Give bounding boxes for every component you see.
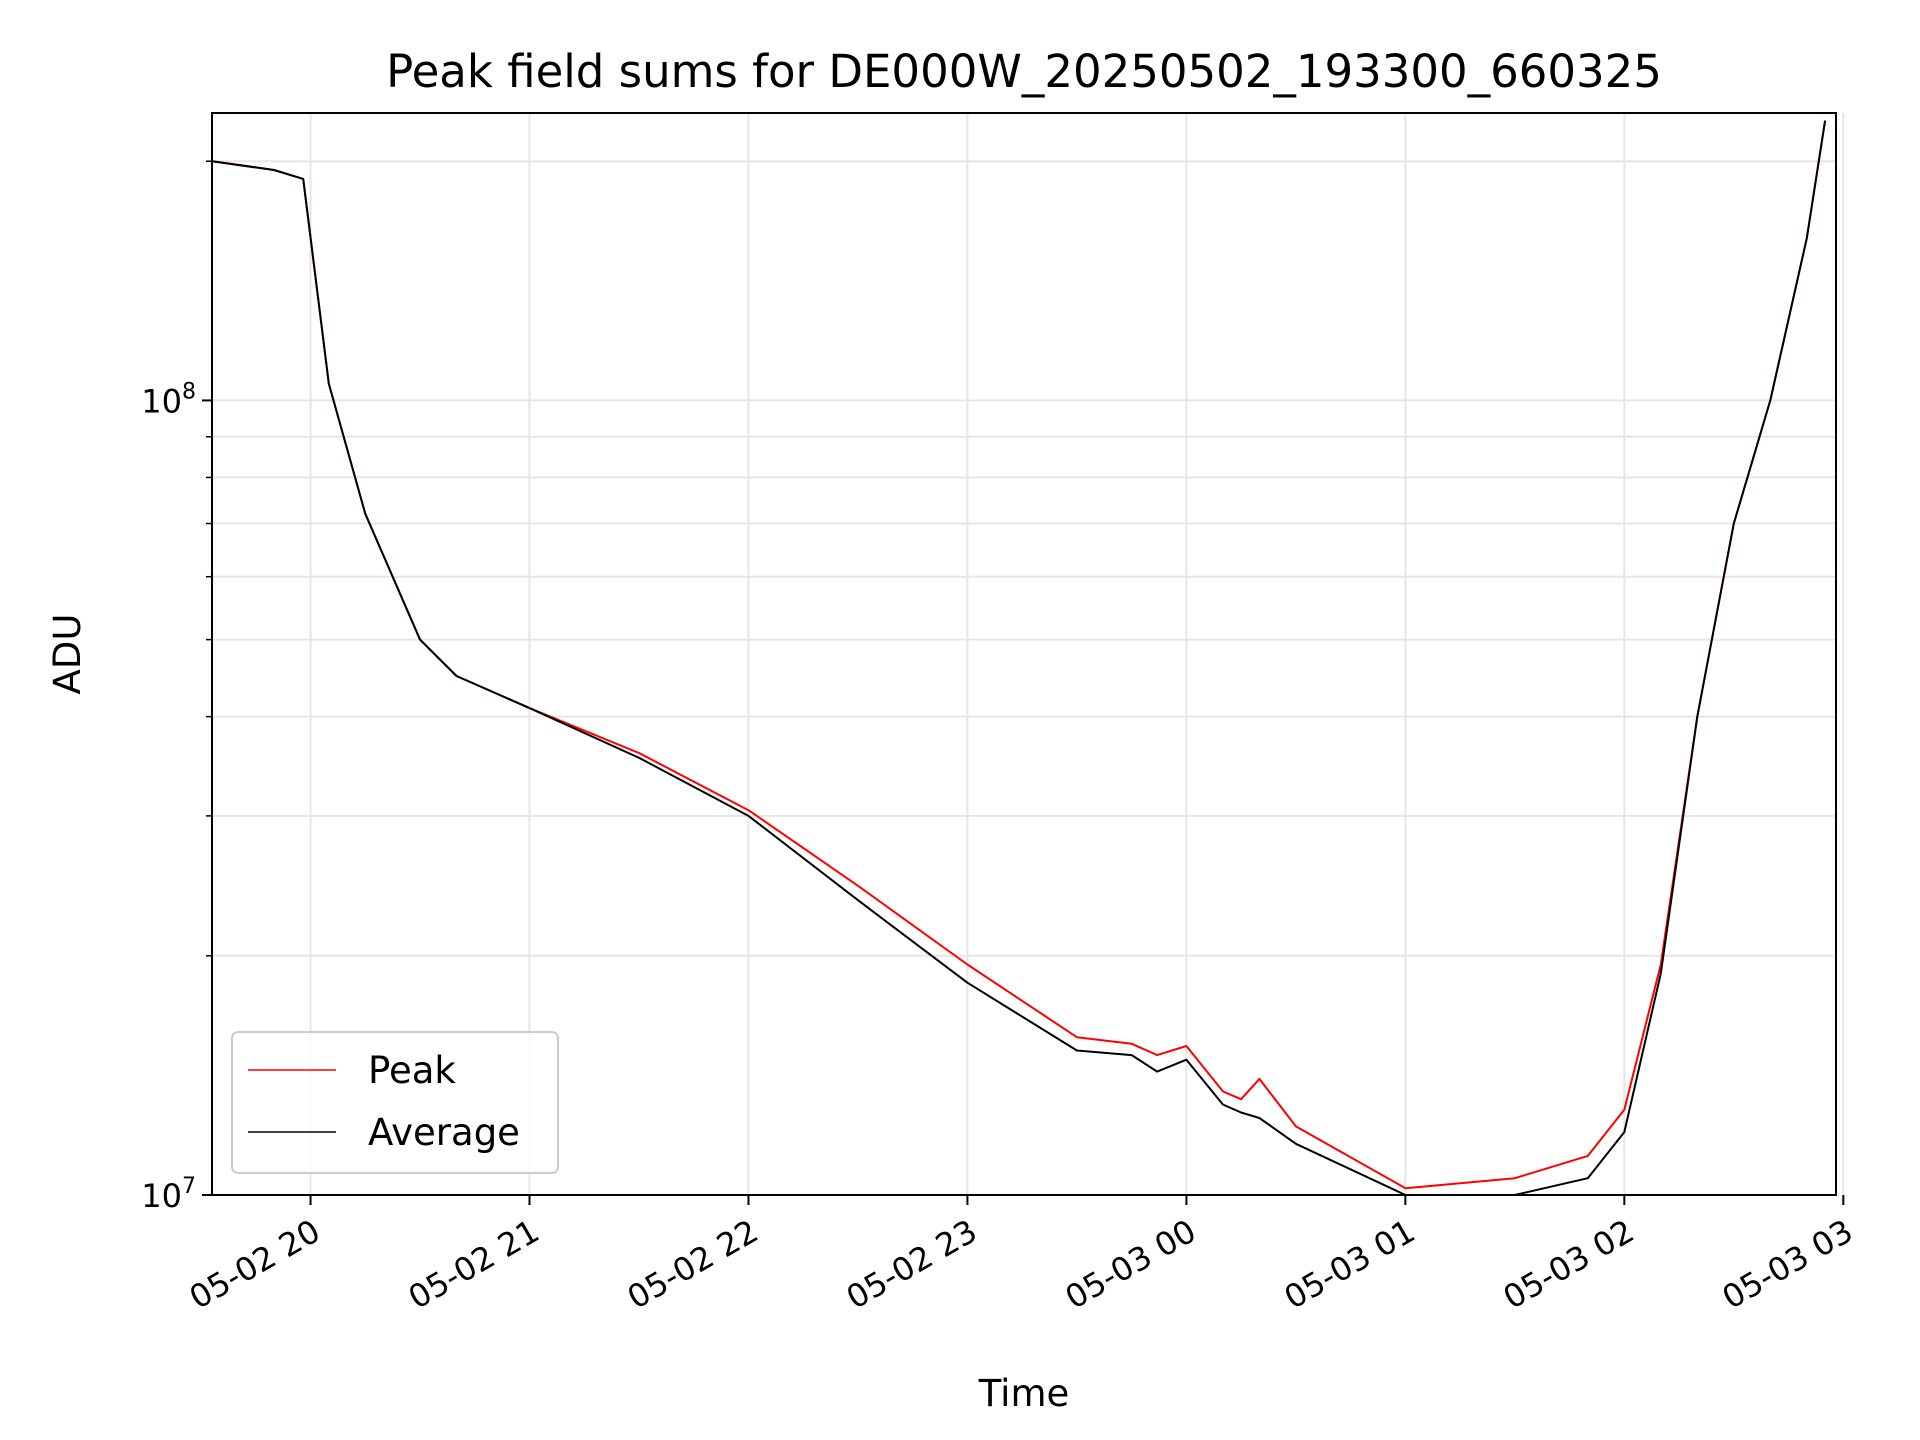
x-tick-label: 05-03 03	[1716, 1212, 1860, 1317]
x-axis-label: Time	[978, 1372, 1070, 1415]
x-tick-label: 05-03 00	[1059, 1212, 1203, 1317]
x-tick-label: 05-02 20	[183, 1212, 327, 1317]
y-tick-label: 108	[141, 379, 196, 420]
x-tick-label: 05-02 21	[402, 1212, 546, 1317]
legend-label-average: Average	[368, 1111, 520, 1154]
series-line-average	[212, 120, 1827, 1195]
legend: Peak Average	[231, 1031, 559, 1174]
chart-title: Peak field sums for DE000W_20250502_1933…	[386, 45, 1662, 98]
y-axis-label: ADU	[46, 614, 89, 695]
plot-frame	[211, 112, 1837, 1196]
legend-box	[231, 1031, 559, 1174]
series-group	[212, 120, 1827, 1195]
x-tick-label: 05-02 22	[621, 1212, 765, 1317]
grid-lines	[212, 113, 1845, 1196]
series-line-peak	[212, 120, 1827, 1190]
x-tick-label: 05-03 02	[1497, 1212, 1641, 1317]
x-tick-label: 05-02 23	[840, 1212, 984, 1317]
x-tick-label: 05-03 01	[1278, 1212, 1422, 1317]
y-tick-label: 107	[141, 1174, 196, 1215]
legend-label-peak: Peak	[368, 1049, 456, 1092]
